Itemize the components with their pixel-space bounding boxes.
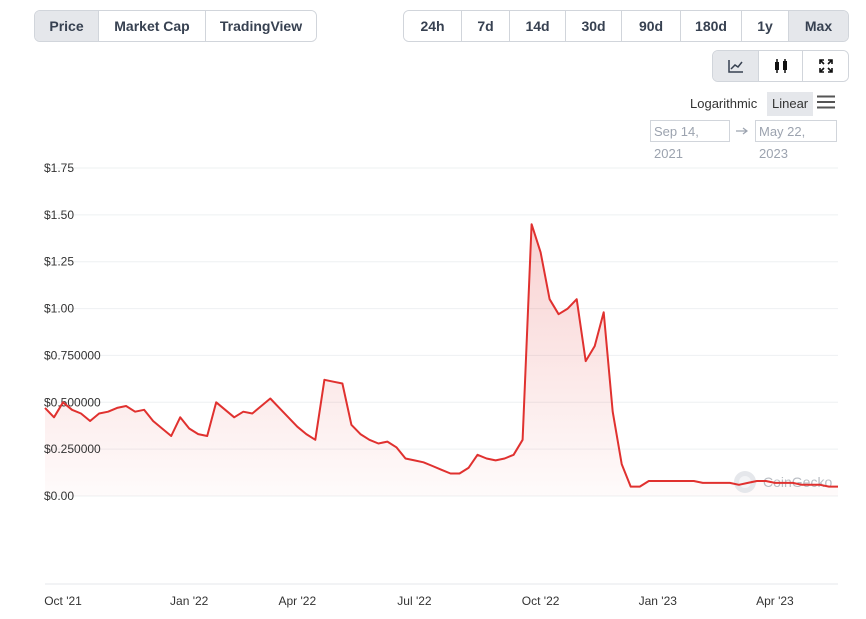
x-tick-label: Apr '23 (756, 594, 794, 608)
linear-toggle[interactable]: Linear (767, 92, 814, 116)
line-chart-button[interactable] (713, 51, 759, 81)
range-button[interactable]: 7d (462, 11, 510, 41)
line-icon (727, 60, 743, 73)
x-tick-label: Oct '22 (522, 594, 560, 608)
x-tick-label: Jul '22 (397, 594, 432, 608)
tab-group: Price Market Cap TradingView (34, 10, 317, 42)
date-from[interactable]: Sep 14, 2021 (650, 120, 730, 161)
range-group: 24h 7d 14d 30d 90d 180d 1y Max (403, 10, 849, 42)
candlestick-button[interactable] (759, 51, 803, 81)
expand-icon (818, 59, 833, 73)
tab[interactable]: TradingView (206, 11, 316, 41)
y-tick-label: $1.50 (44, 208, 74, 222)
range-button[interactable]: 90d (622, 11, 681, 41)
y-tick-label: $1.25 (44, 255, 74, 269)
arrow-icon (736, 127, 748, 135)
price-area (45, 224, 838, 496)
y-tick-label: $0.250000 (44, 442, 101, 456)
range-button[interactable]: 1y (742, 11, 789, 41)
x-tick-label: Jan '22 (170, 594, 209, 608)
y-tick-label: $1.75 (44, 161, 74, 175)
chart: CoinGecko $0.00 $0.250000 $0.500000 $0.7500… (44, 161, 838, 608)
x-tick-label: Oct '21 (44, 594, 82, 608)
watermark-text: CoinGecko (763, 474, 832, 490)
x-tick-label: Apr '22 (278, 594, 316, 608)
log-toggle[interactable]: Logarithmic (690, 96, 758, 111)
range-button[interactable]: 14d (510, 11, 566, 41)
price-line (44, 223, 838, 488)
fullscreen-button[interactable] (803, 51, 848, 81)
tab[interactable]: Market Cap (99, 11, 206, 41)
menu-icon[interactable] (817, 95, 835, 109)
y-tick-label: $0.500000 (44, 395, 101, 409)
range-button[interactable]: 180d (681, 11, 742, 41)
date-to[interactable]: May 22, 2023 (755, 120, 837, 161)
range-button[interactable]: 24h (404, 11, 462, 41)
candle-icon (774, 59, 787, 73)
y-tick-label: $0.750000 (44, 348, 101, 362)
tab[interactable]: Price (35, 11, 99, 41)
range-button[interactable]: Max (789, 11, 848, 41)
y-tick-label: $0.00 (44, 489, 74, 503)
x-tick-label: Jan '23 (639, 594, 678, 608)
chart-style-group (712, 50, 849, 82)
range-button[interactable]: 30d (566, 11, 622, 41)
y-tick-label: $1.00 (44, 302, 74, 316)
